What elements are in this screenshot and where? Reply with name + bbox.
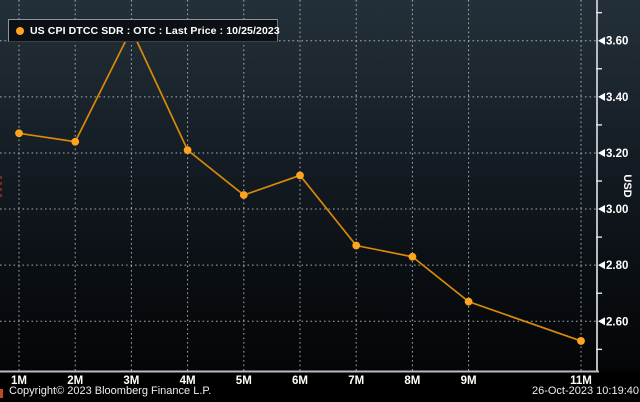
series-marker-icon	[16, 26, 24, 35]
data-point-11m	[577, 337, 585, 345]
data-point-4m	[183, 146, 192, 155]
axes	[0, 0, 599, 373]
plot-background	[0, 0, 640, 372]
data-point-1m	[15, 129, 23, 138]
y-tick-arrow-icon	[598, 92, 605, 101]
y-tick-label: 3.60	[606, 36, 628, 48]
footer-background	[0, 371, 640, 402]
x-axis-labels: 1M 2M 3M 4M 5M 6M 7M 8M 9M 11M	[11, 375, 592, 387]
series-line	[18, 27, 582, 342]
x-tick-label: 6M	[292, 375, 308, 387]
y-tick-arrow-icon	[598, 261, 605, 270]
x-tick-label: 9M	[461, 375, 477, 387]
x-tick-label: 11M	[570, 375, 592, 387]
y-axis-major-ticks: 2.60 2.80 3.00 3.20 3.40 3.60	[598, 36, 628, 328]
data-point-8m	[408, 252, 417, 261]
y-tick-arrow-icon	[598, 317, 605, 326]
y-tick-label: 3.00	[606, 204, 628, 216]
copyright-text: Copyright© 2023 Bloomberg Finance L.P.	[9, 385, 212, 397]
left-edge-red-series-artifact	[0, 176, 2, 198]
data-point-9m	[464, 297, 473, 306]
legend-box[interactable]: US CPI DTCC SDR : OTC : Last Price : 10/…	[8, 19, 280, 42]
x-tick-label: 5M	[236, 375, 252, 387]
legend-label: US CPI DTCC SDR : OTC : Last Price : 10/…	[30, 24, 280, 37]
x-tick-label: 3M	[123, 375, 139, 387]
data-point-5m	[239, 191, 248, 199]
y-tick-arrow-icon	[598, 36, 605, 45]
y-tick-label: 3.20	[606, 148, 628, 160]
data-point-6m	[296, 171, 304, 180]
x-tick-label: 2M	[67, 375, 83, 387]
x-tick-label: 4M	[180, 375, 196, 387]
y-tick-label: 3.40	[606, 92, 628, 104]
y-tick-arrow-icon	[598, 148, 605, 157]
y-tick-label: 2.60	[606, 316, 628, 328]
x-tick-label: 7M	[348, 375, 364, 387]
y-tick-label: 2.80	[606, 260, 628, 272]
data-point-2m	[71, 137, 80, 146]
x-tick-label: 8M	[404, 375, 420, 387]
y-tick-arrow-icon	[598, 205, 605, 214]
data-point-7m	[352, 241, 361, 250]
footer-left-cursor-artifact	[0, 389, 3, 398]
timestamp-text: 26-Oct-2023 10:19:40	[531, 385, 639, 397]
series-points	[15, 25, 585, 345]
x-tick-label: 1M	[11, 375, 27, 387]
y-axis-minor-ticks	[596, 11, 602, 351]
y-axis-unit-label: USD	[621, 174, 633, 198]
